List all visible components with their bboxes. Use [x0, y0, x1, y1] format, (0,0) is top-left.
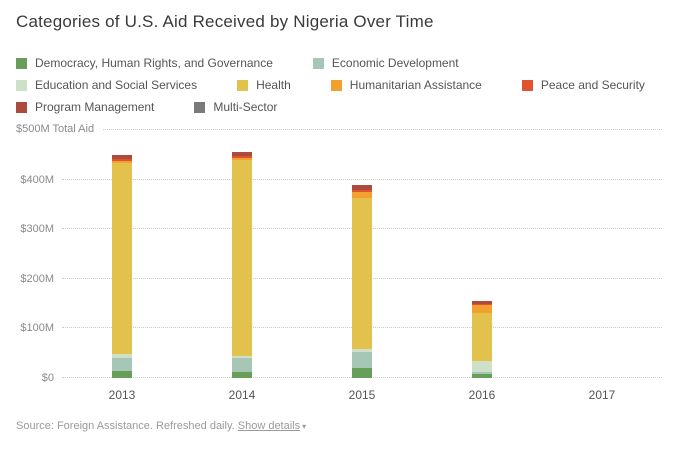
y-axis: $0 $100M $200M $300M $400M [0, 130, 54, 384]
bar-segment[interactable] [112, 154, 132, 159]
legend-label: Peace and Security [540, 78, 645, 92]
stacked-bar-2015[interactable] [352, 184, 372, 378]
bar-segment[interactable] [472, 361, 492, 373]
x-tick-label: 2014 [228, 388, 256, 402]
bar-segment[interactable] [232, 157, 252, 160]
bar-segment[interactable] [352, 198, 372, 350]
chart-legend: Democracy, Human Rights, and Governance … [16, 56, 668, 114]
bar-segment[interactable] [472, 374, 492, 378]
legend-item-health[interactable]: Health [237, 78, 291, 92]
bar-segment[interactable] [112, 160, 132, 164]
bar-segment[interactable] [112, 358, 132, 371]
y-tick-label: $100M [20, 322, 54, 335]
bar-segment[interactable] [112, 370, 132, 378]
bar-segment[interactable] [112, 354, 132, 359]
legend-label: Multi-Sector [213, 100, 278, 114]
bar-segment[interactable] [352, 192, 372, 198]
gridline [62, 178, 662, 180]
bar-segment[interactable] [232, 358, 252, 373]
y-tick-label: $400M [20, 173, 54, 186]
x-tick-label: 2016 [468, 388, 496, 402]
bar-segment[interactable] [472, 305, 492, 313]
bar-segment[interactable] [352, 184, 372, 190]
y-tick-label: $300M [20, 223, 54, 236]
bar-segment[interactable] [232, 159, 252, 356]
bar-segment[interactable] [112, 158, 132, 161]
bar-segment[interactable] [352, 349, 372, 352]
bar-segment[interactable] [232, 372, 252, 378]
legend-label: Economic Development [331, 56, 459, 70]
source-note: Source: Foreign Assistance. Refreshed da… [16, 420, 306, 432]
chevron-down-icon: ▾ [302, 422, 307, 431]
plot-area [62, 129, 662, 378]
legend-label: Humanitarian Assistance [349, 78, 482, 92]
x-tick-label: 2015 [348, 388, 376, 402]
bar-segment[interactable] [472, 312, 492, 362]
legend-item-education[interactable]: Education and Social Services [16, 78, 197, 92]
legend-label: Education and Social Services [35, 78, 198, 92]
bar-segment[interactable] [352, 368, 372, 378]
legend-swatch-education [16, 79, 27, 91]
y-tick-label: $0 [41, 372, 54, 384]
x-tick-label: 2013 [108, 388, 136, 402]
x-tick-label: 2017 [588, 388, 616, 402]
legend-label: Democracy, Human Rights, and Governance [35, 56, 273, 70]
legend-swatch-democracy [16, 57, 27, 69]
legend-item-democracy[interactable]: Democracy, Human Rights, and Governance [16, 56, 273, 70]
y-axis-top-label: $500M Total Aid [16, 123, 103, 135]
gridline [62, 129, 662, 130]
legend-swatch-humanitarian [330, 79, 342, 91]
x-axis: 2013 2014 2015 2016 2017 [62, 388, 662, 406]
source-text: Source: Foreign Assistance. Refreshed da… [16, 420, 235, 432]
stacked-bar-2016[interactable] [472, 301, 492, 378]
bar-segment[interactable] [232, 151, 252, 156]
page-title: Categories of U.S. Aid Received by Niger… [16, 12, 434, 31]
bar-segment[interactable] [352, 189, 372, 193]
legend-item-multi-sector[interactable]: Multi-Sector [194, 100, 277, 114]
legend-item-economic-development[interactable]: Economic Development [312, 56, 459, 70]
legend-swatch-economic-development [312, 57, 324, 69]
legend-item-peace-security[interactable]: Peace and Security [521, 78, 645, 92]
legend-swatch-peace-security [521, 79, 533, 91]
legend-swatch-health [237, 79, 249, 91]
bar-segment[interactable] [112, 163, 132, 355]
stacked-bar-2014[interactable] [232, 151, 252, 378]
bar-segment[interactable] [472, 303, 492, 306]
bar-segment[interactable] [352, 351, 372, 369]
bar-segment[interactable] [232, 355, 252, 359]
y-tick-label: $200M [20, 272, 54, 285]
legend-swatch-program-management [16, 101, 27, 113]
legend-label: Health [256, 78, 291, 92]
show-details-link[interactable]: Show details [237, 420, 301, 432]
legend-label: Program Management [35, 100, 155, 114]
bar-segment[interactable] [232, 155, 252, 158]
bar-segment[interactable] [472, 301, 492, 304]
legend-item-program-management[interactable]: Program Management [16, 100, 154, 114]
legend-swatch-multi-sector [194, 101, 206, 113]
bar-segment[interactable] [472, 372, 492, 375]
stacked-bar-2013[interactable] [112, 154, 132, 378]
legend-item-humanitarian[interactable]: Humanitarian Assistance [330, 78, 482, 92]
